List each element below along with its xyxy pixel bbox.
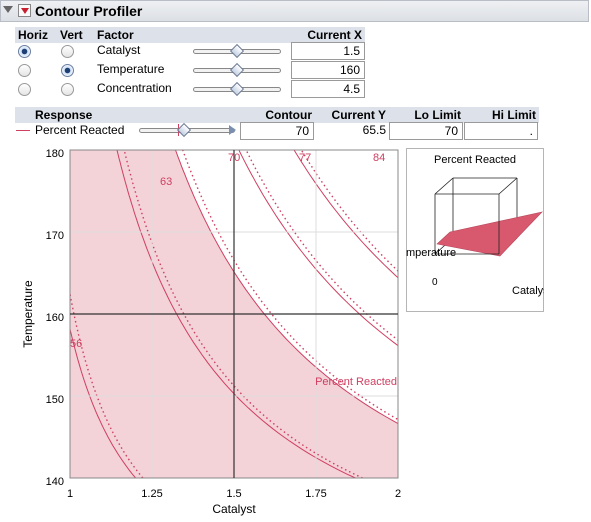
current-y-value: 65.5 — [362, 123, 386, 137]
vert-radio-concentration[interactable] — [61, 83, 74, 96]
col-response: Response — [35, 108, 93, 122]
slider-thumb[interactable] — [176, 122, 192, 138]
slider-thumb[interactable] — [229, 43, 245, 59]
x-tick-label: 1.75 — [305, 488, 326, 500]
col-hi-limit: Hi Limit — [492, 108, 536, 122]
response-table-header — [15, 107, 539, 123]
surface-title: Percent Reacted — [434, 154, 516, 166]
x-tick-label: 1.5 — [226, 488, 241, 500]
col-lo-limit: Lo Limit — [414, 108, 461, 122]
surface-plot[interactable]: Percent Reacted mperature 0 Catalyst — [406, 148, 544, 312]
surface-axis-catalyst: Catalyst — [512, 285, 544, 297]
red-triangle-menu-icon[interactable] — [18, 4, 31, 17]
y-tick-label: 140 — [46, 476, 64, 488]
x-tick-label: 1.25 — [141, 488, 162, 500]
response-line-swatch — [16, 130, 30, 131]
vert-radio-catalyst[interactable] — [61, 45, 74, 58]
horiz-radio-concentration[interactable] — [18, 83, 31, 96]
contour-label-56: 56 — [70, 338, 82, 350]
contour-label-77: 77 — [299, 152, 311, 164]
slider-thumb[interactable] — [229, 62, 245, 78]
contour-label-63: 63 — [160, 176, 172, 188]
contour-line-dotted — [123, 150, 363, 478]
factor-row-concentration: Concentration 4.5 — [0, 80, 370, 100]
lo-limit-field[interactable]: 70 — [389, 122, 463, 140]
contour-line — [70, 326, 136, 478]
response-contour-label: Percent Reacted — [315, 376, 397, 388]
x-axis-label: Catalyst — [212, 502, 256, 516]
response-name: Percent Reacted — [35, 123, 125, 137]
contour-label-70: 70 — [228, 152, 240, 164]
y-tick-label: 180 — [46, 148, 64, 160]
hi-limit-field[interactable]: . — [464, 122, 538, 140]
col-contour: Contour — [265, 108, 312, 122]
col-horiz: Horiz — [18, 28, 48, 42]
slider-thumb[interactable] — [229, 81, 245, 97]
horiz-radio-temperature[interactable] — [18, 64, 31, 77]
current-x-field[interactable]: 1.5 — [291, 42, 365, 60]
factor-name: Temperature — [97, 62, 165, 76]
x-tick-label: 1 — [67, 488, 73, 500]
contour-label-84: 84 — [373, 152, 385, 164]
contour-plot[interactable]: 140 150 160 170 180 1 1.25 1.5 1.75 2 Ca… — [0, 140, 405, 522]
y-tick-label: 160 — [46, 312, 64, 324]
factor-row-temperature: Temperature 160 — [0, 61, 370, 81]
factor-name: Concentration — [97, 81, 172, 95]
y-axis-label: Temperature — [21, 280, 35, 348]
contour-profiler-header — [0, 0, 589, 22]
vert-radio-temperature[interactable] — [61, 64, 74, 77]
contour-line — [293, 150, 398, 279]
current-x-field[interactable]: 160 — [291, 61, 365, 79]
col-current-x: Current X — [307, 28, 362, 42]
surface-axis-zero: 0 — [432, 277, 438, 288]
contour-field[interactable]: 70 — [240, 122, 314, 140]
col-factor: Factor — [97, 28, 134, 42]
outline-title: Contour Profiler — [35, 3, 143, 19]
slider-end-arrow-icon — [229, 125, 236, 135]
col-vert: Vert — [60, 28, 83, 42]
factor-name: Catalyst — [97, 43, 141, 57]
col-current-y: Current Y — [331, 108, 386, 122]
contour-line-dotted — [182, 150, 398, 421]
current-x-field[interactable]: 4.5 — [291, 80, 365, 98]
y-tick-label: 170 — [46, 230, 64, 242]
x-tick-label: 2 — [395, 488, 401, 500]
response-row: Percent Reacted 70 65.5 70 . — [0, 122, 545, 140]
disclosure-triangle-icon[interactable] — [3, 6, 13, 13]
factor-table-header — [15, 27, 365, 43]
y-tick-label: 150 — [46, 394, 64, 406]
horiz-radio-catalyst[interactable] — [18, 45, 31, 58]
surface-axis-temperature: mperature — [406, 247, 456, 259]
factor-row-catalyst: Catalyst 1.5 — [0, 42, 370, 62]
